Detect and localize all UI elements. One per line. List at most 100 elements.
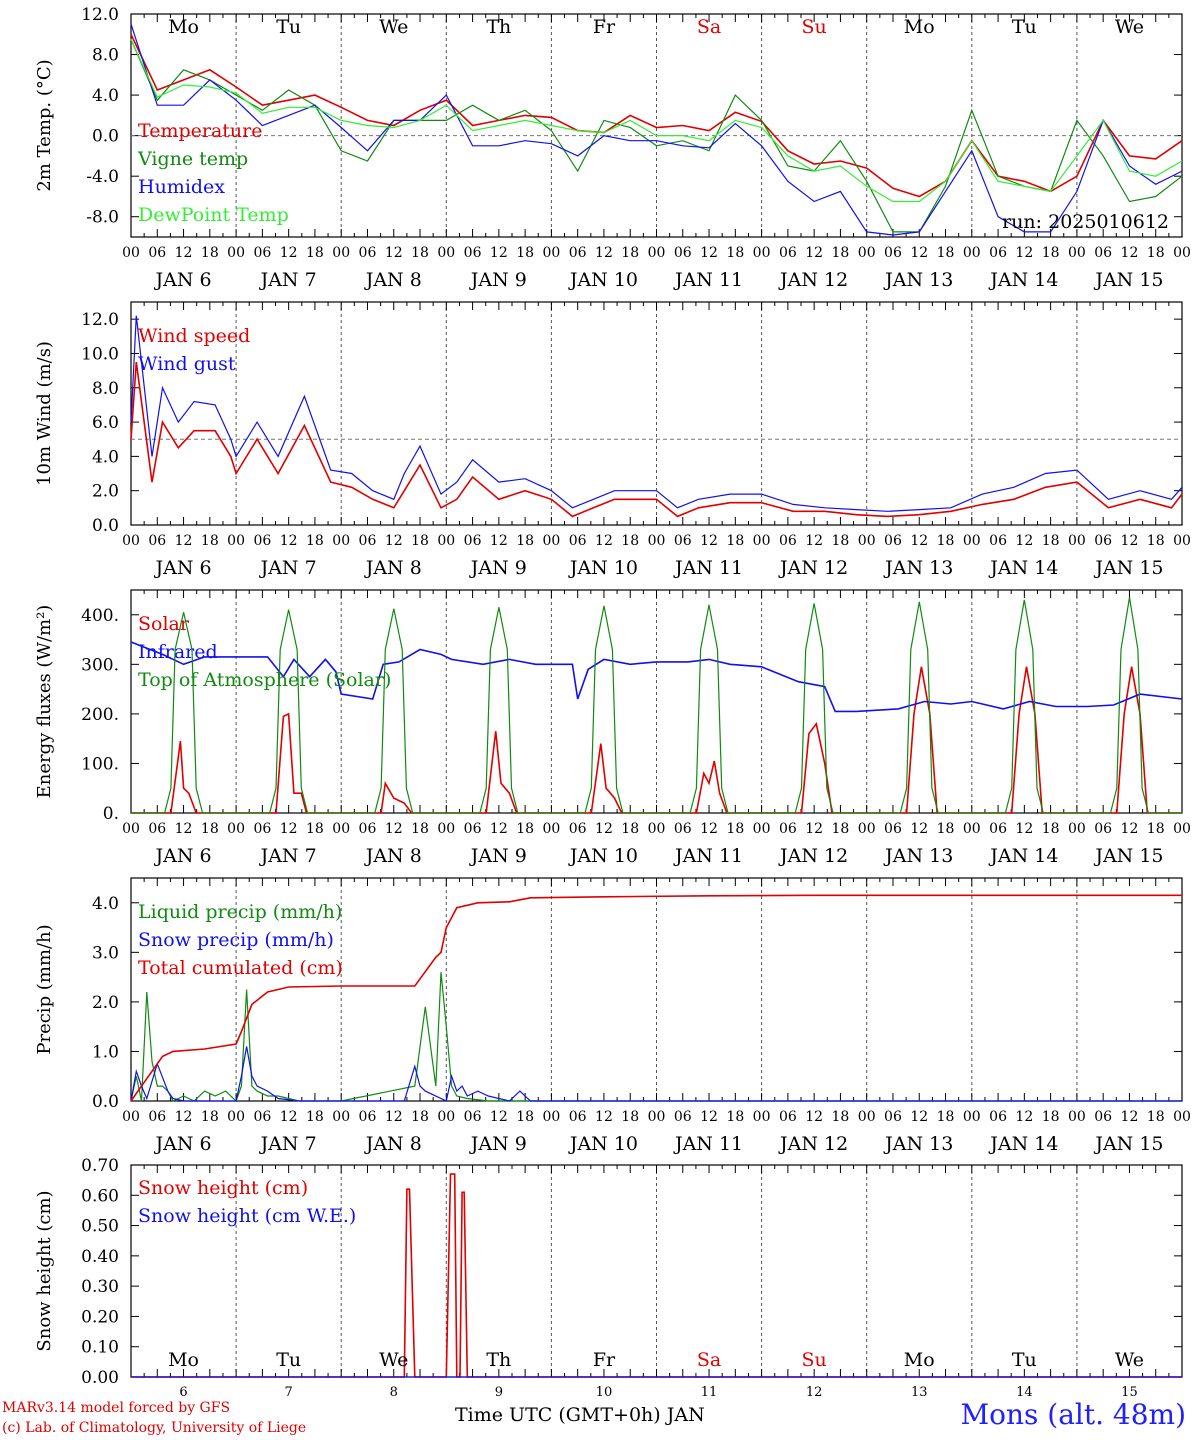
weekday-label: Th	[486, 1349, 511, 1371]
hour-label: 06	[253, 821, 271, 837]
legend-entry: Vigne temp	[137, 148, 248, 170]
day-number: 15	[1121, 1385, 1138, 1400]
weekday-label: We	[1115, 16, 1144, 38]
day-label: JAN 9	[469, 845, 527, 867]
hour-label: 00	[753, 533, 771, 549]
y-tick-label: 200.	[81, 705, 119, 725]
y-tick-label: 10.0	[81, 344, 119, 364]
hour-label: 00	[648, 1109, 666, 1125]
hour-label: 00	[542, 1109, 560, 1125]
hour-label: 12	[385, 1109, 403, 1125]
hour-label: 12	[175, 821, 193, 837]
hour-label: 00	[227, 821, 245, 837]
y-tick-label: 0.40	[81, 1247, 119, 1267]
hour-label: 18	[621, 533, 639, 549]
hour-label: 18	[201, 245, 219, 261]
hour-label: 18	[516, 821, 534, 837]
hour-label: 00	[963, 533, 981, 549]
hour-label: 06	[569, 821, 587, 837]
hour-label: 00	[858, 1109, 876, 1125]
series-line-dewpoint-temp	[130, 39, 1183, 203]
lab-credit: (c) Lab. of Climatology, University of L…	[2, 1420, 307, 1436]
hour-label: 12	[700, 533, 718, 549]
hour-label: 18	[726, 245, 744, 261]
hour-label: 06	[674, 821, 692, 837]
hour-label: 06	[148, 533, 166, 549]
legend-entry: Infrared	[138, 641, 218, 663]
hour-label: 00	[1173, 1109, 1191, 1125]
hour-label: 12	[385, 245, 403, 261]
hour-label: 12	[1121, 533, 1139, 549]
hour-label: 18	[306, 821, 324, 837]
hour-label: 06	[1094, 821, 1112, 837]
hour-label: 00	[963, 821, 981, 837]
hour-label: 06	[148, 1109, 166, 1125]
y-tick-label: 4.0	[92, 447, 119, 467]
hour-label: 00	[963, 245, 981, 261]
day-label: JAN 13	[883, 1133, 953, 1155]
day-label: JAN 7	[259, 1133, 317, 1155]
hour-label: 18	[201, 1109, 219, 1125]
hour-label: 00	[858, 245, 876, 261]
weekday-label: Mo	[168, 1349, 199, 1371]
hour-label: 00	[753, 821, 771, 837]
y-tick-label: 0.10	[81, 1338, 119, 1358]
day-label: JAN 12	[778, 1133, 848, 1155]
y-tick-label: 2.0	[92, 993, 119, 1013]
hour-label: 06	[674, 1109, 692, 1125]
hour-label: 12	[1015, 1109, 1033, 1125]
day-label: JAN 13	[883, 557, 953, 579]
day-number: 8	[390, 1385, 398, 1400]
series-line-infrared	[130, 641, 1183, 713]
series-line-humidex	[130, 23, 1183, 236]
hour-label: 12	[490, 533, 508, 549]
hour-label: 18	[516, 533, 534, 549]
day-label: JAN 9	[469, 557, 527, 579]
weekday-label: Tu	[276, 1349, 301, 1371]
y-axis-label: 10m Wind (m/s)	[34, 341, 55, 486]
y-tick-label: 2.0	[92, 482, 119, 502]
hour-label: 06	[779, 533, 797, 549]
weekday-label: Mo	[904, 1349, 935, 1371]
hour-label: 06	[569, 245, 587, 261]
weekday-label: Tu	[1012, 16, 1037, 38]
day-label: JAN 13	[883, 845, 953, 867]
hour-label: 12	[595, 821, 613, 837]
y-tick-label: 0.0	[92, 127, 119, 147]
legend-entry: Wind speed	[138, 325, 250, 347]
day-label: JAN 11	[673, 845, 743, 867]
hour-label: 18	[937, 821, 955, 837]
hour-label: 12	[175, 245, 193, 261]
hour-label: 18	[201, 533, 219, 549]
y-tick-label: -4.0	[86, 167, 119, 187]
hour-label: 18	[201, 821, 219, 837]
hour-label: 00	[1068, 533, 1086, 549]
hour-label: 06	[989, 245, 1007, 261]
day-label: JAN 8	[364, 269, 422, 291]
day-label: JAN 8	[364, 845, 422, 867]
day-label: JAN 15	[1093, 1133, 1163, 1155]
hour-label: 12	[595, 533, 613, 549]
day-label: JAN 14	[988, 557, 1058, 579]
day-label: JAN 13	[883, 269, 953, 291]
y-tick-label: 300.	[81, 655, 119, 675]
hour-label: 18	[411, 821, 429, 837]
hour-label: 12	[280, 533, 298, 549]
day-number: 11	[701, 1385, 718, 1400]
hour-label: 00	[542, 533, 560, 549]
day-label: JAN 8	[364, 557, 422, 579]
y-tick-label: 0.0	[92, 1092, 119, 1112]
hour-label: 00	[542, 821, 560, 837]
y-tick-label: 4.0	[92, 894, 119, 914]
day-label: JAN 14	[988, 1133, 1058, 1155]
hour-label: 06	[359, 1109, 377, 1125]
day-number: 7	[285, 1385, 293, 1400]
weekday-label: Sa	[697, 1349, 721, 1371]
hour-label: 12	[1121, 821, 1139, 837]
hour-label: 06	[569, 533, 587, 549]
hour-label: 06	[359, 533, 377, 549]
hour-label: 18	[937, 1109, 955, 1125]
legend-entry: Snow height (cm)	[138, 1177, 308, 1199]
hour-label: 12	[805, 533, 823, 549]
day-label: JAN 15	[1093, 269, 1163, 291]
